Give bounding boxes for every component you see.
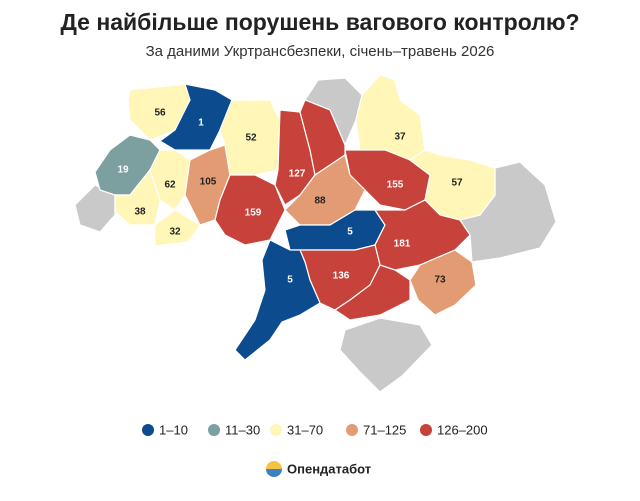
region-labels: 56 1 19 62 38 32 105 52 159 127 37 155 57 88 5 181 73 136… [117, 108, 463, 286]
legend: 1–10 11–30 31–70 71–125 126–200 [142, 422, 488, 437]
region-value: 5 [347, 227, 353, 238]
legend-swatch [270, 424, 282, 436]
region-value: 73 [434, 275, 446, 286]
region-value: 19 [117, 165, 129, 176]
legend-swatch [420, 424, 432, 436]
legend-label: 126–200 [437, 422, 488, 437]
region-value: 38 [134, 207, 146, 218]
region-value: 127 [289, 169, 306, 180]
region [355, 74, 426, 161]
region [409, 249, 477, 316]
legend-label: 71–125 [363, 422, 406, 437]
region [214, 174, 286, 246]
legend-label: 1–10 [159, 422, 188, 437]
legend-swatch [142, 424, 154, 436]
region-value: 155 [387, 180, 404, 191]
region-value: 181 [394, 239, 411, 250]
region-value: 56 [154, 108, 166, 119]
region [114, 168, 161, 226]
region-value: 37 [394, 132, 406, 143]
region-value: 136 [333, 271, 350, 282]
no-data-area [74, 184, 116, 233]
no-data-areas [74, 77, 557, 393]
region [408, 149, 496, 221]
legend-label: 11–30 [225, 422, 260, 437]
region [158, 83, 233, 151]
region-value: 5 [287, 275, 293, 286]
legend-swatch [208, 424, 220, 436]
region-value: 52 [245, 133, 257, 144]
brand-logo [266, 469, 282, 477]
region-value: 88 [314, 196, 326, 207]
region-value: 105 [200, 177, 217, 188]
region [284, 154, 366, 226]
region [154, 209, 201, 247]
subtitle: За даними Укртрансбезпеки, січень–травен… [146, 43, 495, 60]
region [234, 239, 321, 361]
brand-name: Опендатабот [287, 461, 371, 476]
region-value: 159 [245, 208, 262, 219]
region-value: 1 [198, 118, 204, 129]
title: Де найбільше порушень вагового контролю? [60, 9, 579, 35]
regions [94, 74, 496, 361]
legend-label: 31–70 [287, 422, 323, 437]
brand: Опендатабот [266, 461, 371, 477]
region-value: 32 [169, 227, 181, 238]
region-value: 62 [164, 180, 176, 191]
region [333, 264, 411, 321]
region-value: 57 [451, 178, 463, 189]
no-data-area [339, 317, 433, 393]
legend-swatch [346, 424, 358, 436]
